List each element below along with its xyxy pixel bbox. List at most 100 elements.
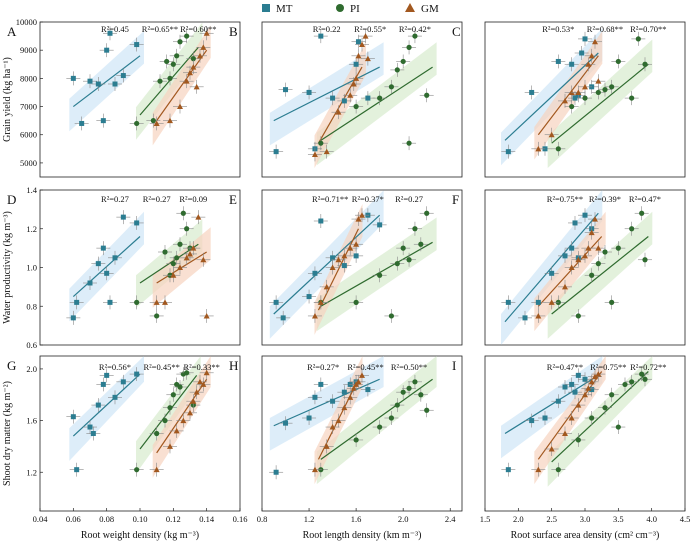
data-point-pi xyxy=(609,392,615,398)
data-point-mt xyxy=(100,245,106,251)
data-point-pi xyxy=(150,118,156,124)
data-point-gm xyxy=(311,466,318,473)
data-point-pi xyxy=(575,313,581,319)
data-point-pi xyxy=(170,261,176,267)
x-axis-title: Root surface area density (cm² cm⁻³) xyxy=(511,530,660,541)
data-point-pi xyxy=(629,226,635,232)
fit-line-gm xyxy=(317,228,360,311)
data-point-pi xyxy=(177,384,183,390)
r2-annotation-mt: R²=0.56* xyxy=(99,362,131,372)
y-axis-title: Shoot dry matter (kg m⁻²) xyxy=(2,381,13,486)
fit-line-mt xyxy=(72,373,141,437)
confidence-band-mt xyxy=(501,356,603,459)
data-point-mt xyxy=(107,30,113,36)
data-point-pi xyxy=(400,389,406,395)
data-point-mt xyxy=(579,50,585,56)
data-point-gm xyxy=(562,97,568,104)
y-axis-title: Grain yield (kg ha⁻¹) xyxy=(2,57,13,142)
r2-annotation-pi: R²=0.65** xyxy=(142,24,178,34)
data-point-gm xyxy=(588,52,595,59)
r2-annotation-gm: R²=0.42* xyxy=(399,24,431,34)
data-point-gm xyxy=(183,254,190,261)
fit-line-pi xyxy=(320,378,433,460)
y-tick-label: 10000 xyxy=(16,17,37,27)
plot-frame xyxy=(261,355,463,512)
data-point-pi xyxy=(377,272,383,278)
plot-frame xyxy=(484,189,686,346)
data-point-pi xyxy=(642,61,648,67)
data-point-gm xyxy=(200,256,207,263)
data-point-mt xyxy=(572,220,578,226)
data-point-pi xyxy=(177,241,183,247)
data-point-pi xyxy=(602,405,608,411)
data-point-mt xyxy=(112,255,118,261)
panel-letter: E xyxy=(229,192,237,207)
data-point-pi xyxy=(595,261,601,267)
panel-e: E R²=0.71** R²=0.37* R²=0.27 xyxy=(229,189,463,346)
data-point-mt xyxy=(95,402,101,408)
data-point-pi xyxy=(642,376,648,382)
data-point-pi xyxy=(167,75,173,81)
data-point-gm xyxy=(595,371,602,377)
data-point-gm xyxy=(329,424,336,430)
data-point-pi xyxy=(589,272,595,278)
data-point-mt xyxy=(562,253,568,259)
data-point-mt xyxy=(377,222,383,228)
panel-b: B R²=0.22 R²=0.55* R²=0.42* xyxy=(229,21,463,178)
data-point-mt xyxy=(330,95,336,101)
data-point-gm xyxy=(562,430,568,436)
x-tick-label: 0.04 xyxy=(33,514,49,524)
x-tick-label: 0.8 xyxy=(257,514,268,524)
data-point-gm xyxy=(153,299,160,305)
data-point-pi xyxy=(629,379,635,385)
x-axis-title: Root weight density (kg m⁻³) xyxy=(81,530,199,541)
data-point-mt xyxy=(505,149,511,155)
data-point-gm xyxy=(585,61,592,67)
x-tick-label: 4.0 xyxy=(646,514,657,524)
data-point-mt xyxy=(134,220,140,226)
data-point-pi xyxy=(555,146,561,152)
y-tick-label: 0.6 xyxy=(26,340,37,350)
data-point-gm xyxy=(535,312,542,319)
data-point-gm xyxy=(311,151,318,157)
legend-marker-mt xyxy=(262,4,270,12)
data-point-pi xyxy=(602,87,608,93)
data-point-gm xyxy=(592,373,598,380)
data-point-pi xyxy=(424,92,430,98)
x-axis-title: Root length density (km m⁻³) xyxy=(303,530,422,541)
y-tick-label: 2.0 xyxy=(26,364,37,374)
x-tick-label: 1.5 xyxy=(480,514,491,524)
r2-annotation-pi: R²=0.37* xyxy=(352,194,384,204)
data-point-mt xyxy=(104,270,110,276)
data-point-gm xyxy=(355,52,362,59)
data-point-gm xyxy=(347,92,354,98)
panel-letter: I xyxy=(452,358,456,373)
data-point-mt xyxy=(104,372,110,378)
x-tick-label: 0.14 xyxy=(199,514,215,524)
data-point-pi xyxy=(167,405,173,411)
data-point-mt xyxy=(542,415,548,421)
data-point-mt xyxy=(100,118,106,124)
data-point-mt xyxy=(569,381,575,387)
data-point-pi xyxy=(184,226,190,232)
r2-annotation-pi: R²=0.68** xyxy=(587,24,623,34)
r2-annotation-mt: R²=0.75** xyxy=(547,194,583,204)
data-point-mt xyxy=(555,398,561,404)
x-tick-label: 0.10 xyxy=(133,514,148,524)
r2-annotation-gm: R²=0.47* xyxy=(629,194,661,204)
r2-annotation-pi: R²=0.39* xyxy=(589,194,621,204)
r2-annotation-mt: R²=0.22 xyxy=(313,24,341,34)
data-point-pi xyxy=(353,299,359,305)
data-point-mt xyxy=(505,299,511,305)
fit-line-pi xyxy=(551,371,649,463)
x-tick-label: 0.06 xyxy=(66,514,81,524)
data-point-gm xyxy=(364,55,371,62)
fit-line-pi xyxy=(139,375,198,450)
y-tick-label: 6000 xyxy=(20,130,37,140)
confidence-band-pi xyxy=(136,356,201,474)
data-point-pi xyxy=(622,381,628,388)
x-tick-label: 1.2 xyxy=(304,514,315,524)
data-point-gm xyxy=(350,385,357,391)
data-point-gm xyxy=(317,299,324,305)
